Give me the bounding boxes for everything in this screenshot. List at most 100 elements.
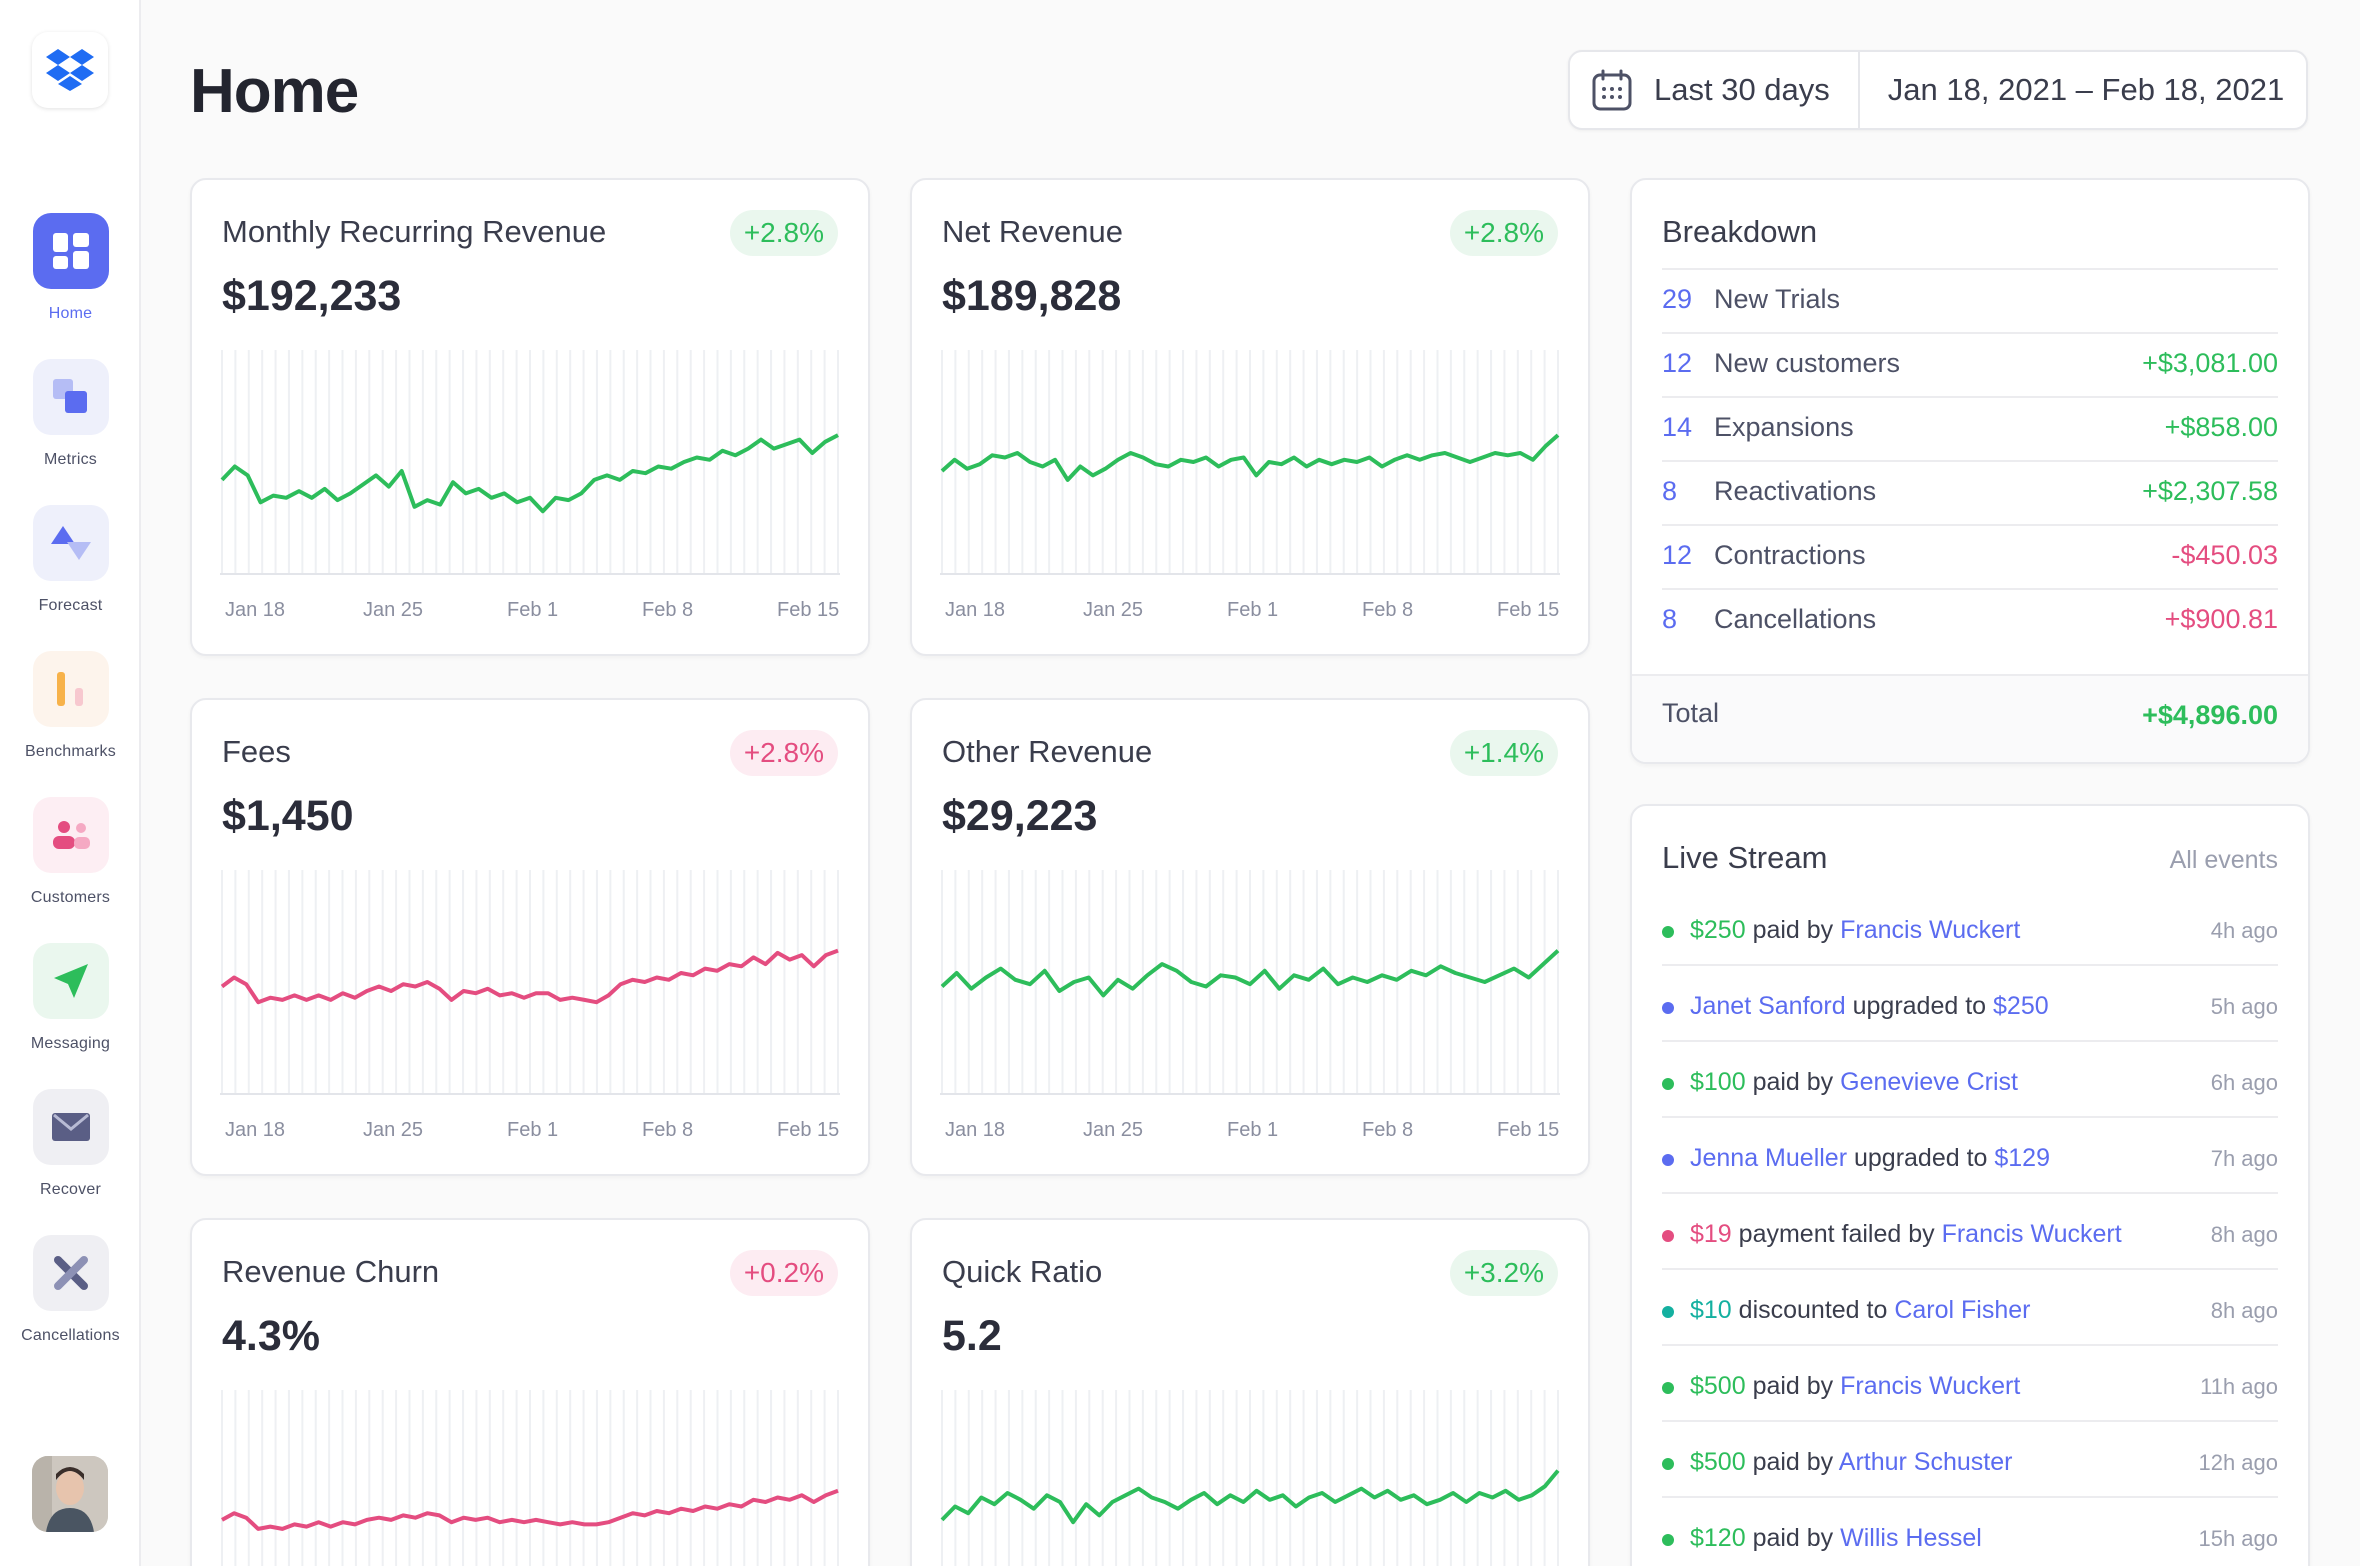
all-events-link[interactable]: All events — [2169, 846, 2278, 874]
sidebar-item-forecast[interactable]: Forecast — [0, 505, 141, 615]
live-stream-card: Live Stream All events $250 paid by Fran… — [1630, 804, 2310, 1566]
event-fragment: $100 — [1690, 1068, 1746, 1096]
sidebar-item-customers[interactable]: Customers — [0, 797, 141, 907]
event-link[interactable]: Arthur Schuster — [1838, 1448, 2013, 1476]
x-tick-label: Feb 15 — [1497, 599, 1560, 621]
metric-card-net-revenue[interactable]: Net Revenue +2.8% $189,828 Jan 18 Jan 25… — [910, 178, 1590, 656]
breakdown-label: Contractions — [1714, 540, 1866, 570]
change-badge: +3.2% — [1449, 1250, 1558, 1296]
change-badge: +2.8% — [729, 210, 838, 256]
date-range-text[interactable]: Jan 18, 2021 – Feb 18, 2021 — [1887, 72, 2285, 107]
breakdown-row[interactable]: 8 Cancellations +$900.81 — [1662, 588, 2278, 652]
user-avatar[interactable] — [32, 1456, 108, 1532]
event-text: $500 paid by Arthur Schuster — [1690, 1448, 2012, 1477]
breakdown-count: 14 — [1662, 412, 1693, 442]
page-title: Home — [190, 57, 359, 126]
event-row[interactable]: Jenna Mueller upgraded to $129 7h ago — [1662, 1118, 2278, 1194]
event-time: 8h ago — [2210, 1222, 2278, 1247]
sidebar-item-label: Benchmarks — [25, 743, 116, 760]
line-chart — [220, 870, 840, 1095]
event-row[interactable]: $500 paid by Francis Wuckert 11h ago — [1662, 1346, 2278, 1422]
sidebar-item-label: Metrics — [44, 451, 97, 468]
event-link[interactable]: Genevieve Crist — [1840, 1068, 2018, 1096]
range-preset-button[interactable]: Last 30 days — [1570, 52, 1860, 128]
event-time: 15h ago — [2198, 1526, 2278, 1551]
event-link[interactable]: Jenna Mueller — [1690, 1144, 1848, 1172]
event-link[interactable]: Janet Sanford — [1690, 992, 1846, 1020]
change-badge: +2.8% — [1449, 210, 1558, 256]
event-link[interactable]: Francis Wuckert — [1840, 1372, 2021, 1400]
benchmarks-bars-icon — [32, 651, 109, 727]
metric-value: 4.3% — [222, 1312, 321, 1360]
sidebar-item-metrics[interactable]: Metrics — [0, 359, 141, 469]
event-link[interactable]: Francis Wuckert — [1941, 1220, 2122, 1248]
breakdown-label: Reactivations — [1714, 476, 1877, 506]
event-time: 6h ago — [2210, 1070, 2278, 1095]
metric-card-fees[interactable]: Fees +2.8% $1,450 Jan 18 Jan 25 Feb 1 Fe… — [190, 698, 870, 1176]
total-label: Total — [1662, 698, 1720, 728]
event-row[interactable]: $120 paid by Willis Hessel 15h ago — [1662, 1498, 2278, 1566]
forecast-triangle-icon — [32, 505, 109, 581]
event-time: 7h ago — [2210, 1146, 2278, 1171]
event-link[interactable]: $250 — [1993, 992, 2049, 1020]
x-close-icon — [32, 1235, 109, 1311]
breakdown-count: 12 — [1662, 348, 1693, 378]
event-row[interactable]: $100 paid by Genevieve Crist 6h ago — [1662, 1042, 2278, 1118]
event-link[interactable]: Francis Wuckert — [1840, 916, 2021, 944]
breakdown-total-row: Total +$4,896.00 — [1632, 674, 2308, 762]
event-fragment: $500 — [1690, 1448, 1746, 1476]
date-range-picker[interactable]: Last 30 days Jan 18, 2021 – Feb 18, 2021 — [1568, 50, 2308, 130]
x-tick-label: Feb 1 — [1227, 1119, 1279, 1141]
metric-card-quick-ratio[interactable]: Quick Ratio +3.2% 5.2 — [910, 1218, 1590, 1566]
breakdown-amount: +$2,307.58 — [2142, 476, 2278, 506]
event-fragment: paid by — [1745, 1068, 1841, 1096]
event-row[interactable]: $19 payment failed by Francis Wuckert 8h … — [1662, 1194, 2278, 1270]
sidebar-item-benchmarks[interactable]: Benchmarks — [0, 651, 141, 761]
live-stream-title: Live Stream — [1662, 840, 1828, 875]
sidebar-item-label: Cancellations — [21, 1327, 120, 1344]
metric-card-mrr[interactable]: Monthly Recurring Revenue +2.8% $192,233… — [190, 178, 870, 656]
metric-title: Other Revenue — [942, 734, 1153, 769]
change-badge: +1.4% — [1449, 730, 1558, 776]
event-fragment: $500 — [1690, 1372, 1746, 1400]
metric-card-other-revenue[interactable]: Other Revenue +1.4% $29,223 Jan 18 Jan 2… — [910, 698, 1590, 1176]
breakdown-label: New Trials — [1714, 284, 1841, 314]
breakdown-row[interactable]: 29 New Trials — [1662, 268, 2278, 332]
breakdown-row[interactable]: 14 Expansions +$858.00 — [1662, 396, 2278, 460]
sidebar-item-recover[interactable]: Recover — [0, 1089, 141, 1199]
event-row[interactable]: $250 paid by Francis Wuckert 4h ago — [1662, 890, 2278, 966]
status-dot — [1662, 926, 1674, 938]
event-fragment: discounted to — [1731, 1296, 1895, 1324]
breakdown-row[interactable]: 12 New customers +$3,081.00 — [1662, 332, 2278, 396]
line-chart — [940, 870, 1560, 1095]
sidebar-item-messaging[interactable]: Messaging — [0, 943, 141, 1053]
event-link[interactable]: Carol Fisher — [1894, 1296, 2031, 1324]
breakdown-count: 8 — [1662, 604, 1678, 634]
event-row[interactable]: $500 paid by Arthur Schuster 12h ago — [1662, 1422, 2278, 1498]
event-time: 5h ago — [2210, 994, 2278, 1019]
breakdown-row[interactable]: 8 Reactivations +$2,307.58 — [1662, 460, 2278, 524]
event-row[interactable]: $10 discounted to Carol Fisher 8h ago — [1662, 1270, 2278, 1346]
event-text: $250 paid by Francis Wuckert — [1690, 916, 2020, 945]
event-text: $19 payment failed by Francis Wuckert — [1690, 1220, 2122, 1249]
event-link[interactable]: Willis Hessel — [1840, 1524, 1982, 1552]
dashboard-grid-icon — [32, 213, 109, 289]
app-logo[interactable] — [32, 32, 108, 108]
sidebar-item-label: Forecast — [38, 597, 103, 614]
breakdown-row[interactable]: 12 Contractions -$450.03 — [1662, 524, 2278, 588]
breakdown-amount: -$450.03 — [2171, 540, 2278, 570]
dropbox-logo-icon — [46, 49, 94, 91]
breakdown-label: Expansions — [1714, 412, 1854, 442]
envelope-icon — [32, 1089, 109, 1165]
sidebar-item-cancellations[interactable]: Cancellations — [0, 1235, 141, 1345]
x-tick-label: Feb 1 — [507, 1119, 559, 1141]
x-tick-label: Feb 15 — [777, 1119, 840, 1141]
event-link[interactable]: $129 — [1994, 1144, 2050, 1172]
event-time: 11h ago — [2200, 1374, 2278, 1399]
event-row[interactable]: Janet Sanford upgraded to $250 5h ago — [1662, 966, 2278, 1042]
metric-card-revenue-churn[interactable]: Revenue Churn +0.2% 4.3% — [190, 1218, 870, 1566]
breakdown-amount: +$900.81 — [2164, 604, 2278, 634]
sidebar-item-home[interactable]: Home — [0, 213, 141, 323]
event-time: 4h ago — [2210, 918, 2278, 943]
status-dot — [1662, 1458, 1674, 1470]
